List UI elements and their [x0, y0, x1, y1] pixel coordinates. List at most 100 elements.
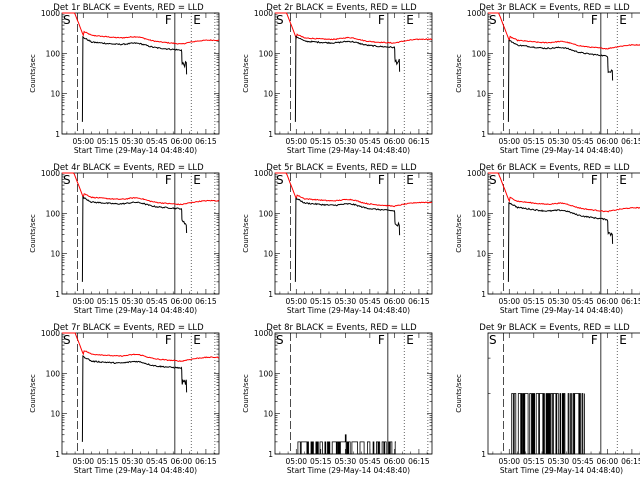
y-tick-label: 1: [55, 130, 60, 139]
marker-start-label: S: [276, 333, 284, 347]
x-tick-label: 05:00: [72, 137, 94, 146]
events-black-line: [297, 434, 396, 455]
x-tick-label: 05:15: [97, 297, 119, 306]
marker-start-label: S: [63, 173, 71, 187]
y-tick-label: 1: [268, 450, 273, 459]
marker-finish-label: F: [591, 333, 598, 347]
x-tick-label: 05:45: [146, 137, 168, 146]
y-tick-label: 1: [481, 290, 486, 299]
x-tick-label: 05:00: [498, 297, 520, 306]
y-tick-label: 1000: [41, 169, 60, 178]
y-tick-label: 10: [476, 250, 486, 259]
x-tick-label: 05:00: [285, 137, 307, 146]
x-axis-label: Start Time (29-May-14 04:48:40): [500, 306, 623, 315]
y-tick-label: 1000: [41, 329, 60, 338]
x-tick-label: 05:15: [523, 457, 545, 466]
x-tick-label: 05:15: [97, 137, 119, 146]
x-tick-label: 05:30: [548, 297, 570, 306]
x-tick-label: 05:30: [335, 297, 357, 306]
y-axis-label: Counts/sec: [242, 374, 250, 413]
x-tick-label: 05:15: [523, 137, 545, 146]
y-axis-label: Counts/sec: [29, 54, 37, 93]
panel-det-5: Det 5r BLACK = Events, RED = LLD 1 10 100 10…: [242, 163, 433, 315]
x-tick-label: 06:15: [621, 137, 640, 146]
x-tick-label: 06:00: [171, 297, 193, 306]
x-tick-label: 06:00: [597, 297, 619, 306]
x-tick-label: 05:15: [97, 457, 119, 466]
x-tick-label: 06:15: [621, 457, 640, 466]
y-tick-label: 10: [263, 410, 273, 419]
x-axis-label: Start Time (29-May-14 04:48:40): [74, 306, 197, 315]
x-tick-label: 06:00: [384, 457, 406, 466]
panel-det-7: Det 7r BLACK = Events, RED = LLD 1 10 100 10…: [29, 323, 220, 475]
x-tick-label: 06:15: [621, 297, 640, 306]
x-axis-label: Start Time (29-May-14 04:48:40): [500, 466, 623, 475]
y-axis-label: Counts/sec: [29, 374, 37, 413]
y-axis-label: Counts/sec: [455, 374, 463, 413]
x-tick-label: 06:15: [195, 137, 217, 146]
panel-title: Det 4r BLACK = Events, RED = LLD: [53, 163, 204, 173]
y-tick-label: 1: [481, 450, 486, 459]
y-tick-label: 100: [46, 49, 61, 58]
x-tick-label: 05:15: [310, 137, 332, 146]
events-black-line: [81, 355, 188, 442]
x-tick-label: 05:45: [146, 297, 168, 306]
x-tick-label: 05:15: [310, 457, 332, 466]
x-tick-label: 05:45: [359, 457, 381, 466]
x-tick-label: 05:45: [572, 297, 594, 306]
lld-red-line: [62, 172, 220, 206]
x-tick-label: 06:00: [384, 297, 406, 306]
y-tick-label: 1000: [254, 9, 273, 18]
x-tick-label: 06:00: [384, 137, 406, 146]
panel-title: Det 8r BLACK = Events, RED = LLD: [266, 323, 417, 333]
panel-det-6: Det 6r BLACK = Events, RED = LLD 1 10 100 10…: [455, 163, 640, 315]
panel-title: Det 3r BLACK = Events, RED = LLD: [479, 3, 630, 13]
y-tick-label: 1: [481, 130, 486, 139]
y-tick-label: 1000: [41, 9, 60, 18]
y-axis-label: Counts/sec: [455, 54, 463, 93]
panel-det-4: Det 4r BLACK = Events, RED = LLD 1 10 100 10…: [29, 163, 220, 315]
y-tick-label: 1: [55, 450, 60, 459]
events-black-line: [294, 35, 401, 122]
y-tick-label: 10: [50, 410, 60, 419]
marker-end-label: E: [406, 13, 414, 27]
marker-finish-label: F: [378, 13, 385, 27]
x-tick-label: 06:15: [408, 137, 430, 146]
x-tick-label: 06:00: [171, 457, 193, 466]
x-tick-label: 05:45: [572, 137, 594, 146]
marker-start-label: S: [489, 13, 497, 27]
lld-red-line: [62, 332, 220, 362]
marker-finish-label: F: [165, 333, 172, 347]
x-tick-label: 05:00: [285, 457, 307, 466]
panel-title: Det 6r BLACK = Events, RED = LLD: [479, 163, 630, 173]
x-tick-label: 05:30: [122, 457, 144, 466]
x-axis-label: Start Time (29-May-14 04:48:40): [287, 466, 410, 475]
x-tick-label: 05:30: [335, 137, 357, 146]
plot-frame: [274, 332, 433, 455]
y-tick-label: 10: [50, 250, 60, 259]
x-tick-label: 06:15: [195, 457, 217, 466]
events-black-line: [510, 393, 585, 455]
x-tick-label: 06:15: [195, 297, 217, 306]
x-tick-label: 05:15: [523, 297, 545, 306]
events-black-line: [294, 197, 401, 282]
y-axis-label: Counts/sec: [242, 214, 250, 253]
x-tick-label: 06:15: [408, 457, 430, 466]
plot-frame: [61, 12, 220, 135]
panel-title: Det 7r BLACK = Events, RED = LLD: [53, 323, 204, 333]
x-tick-label: 05:45: [359, 297, 381, 306]
marker-end-label: E: [619, 13, 627, 27]
x-tick-label: 05:30: [335, 457, 357, 466]
events-black-line: [507, 201, 614, 282]
panel-det-3: Det 3r BLACK = Events, RED = LLD 1 10 100 10…: [455, 3, 640, 155]
marker-start-label: S: [63, 333, 71, 347]
marker-end-label: E: [193, 333, 201, 347]
lld-red-line: [488, 172, 640, 213]
panel-det-9: Det 9r BLACK = Events, RED = LLD 1 Counts/…: [455, 323, 640, 475]
x-axis-label: Start Time (29-May-14 04:48:40): [287, 306, 410, 315]
marker-start-label: S: [63, 13, 71, 27]
marker-end-label: E: [193, 13, 201, 27]
panel-title: Det 1r BLACK = Events, RED = LLD: [53, 3, 204, 13]
x-axis-label: Start Time (29-May-14 04:48:40): [74, 146, 197, 155]
